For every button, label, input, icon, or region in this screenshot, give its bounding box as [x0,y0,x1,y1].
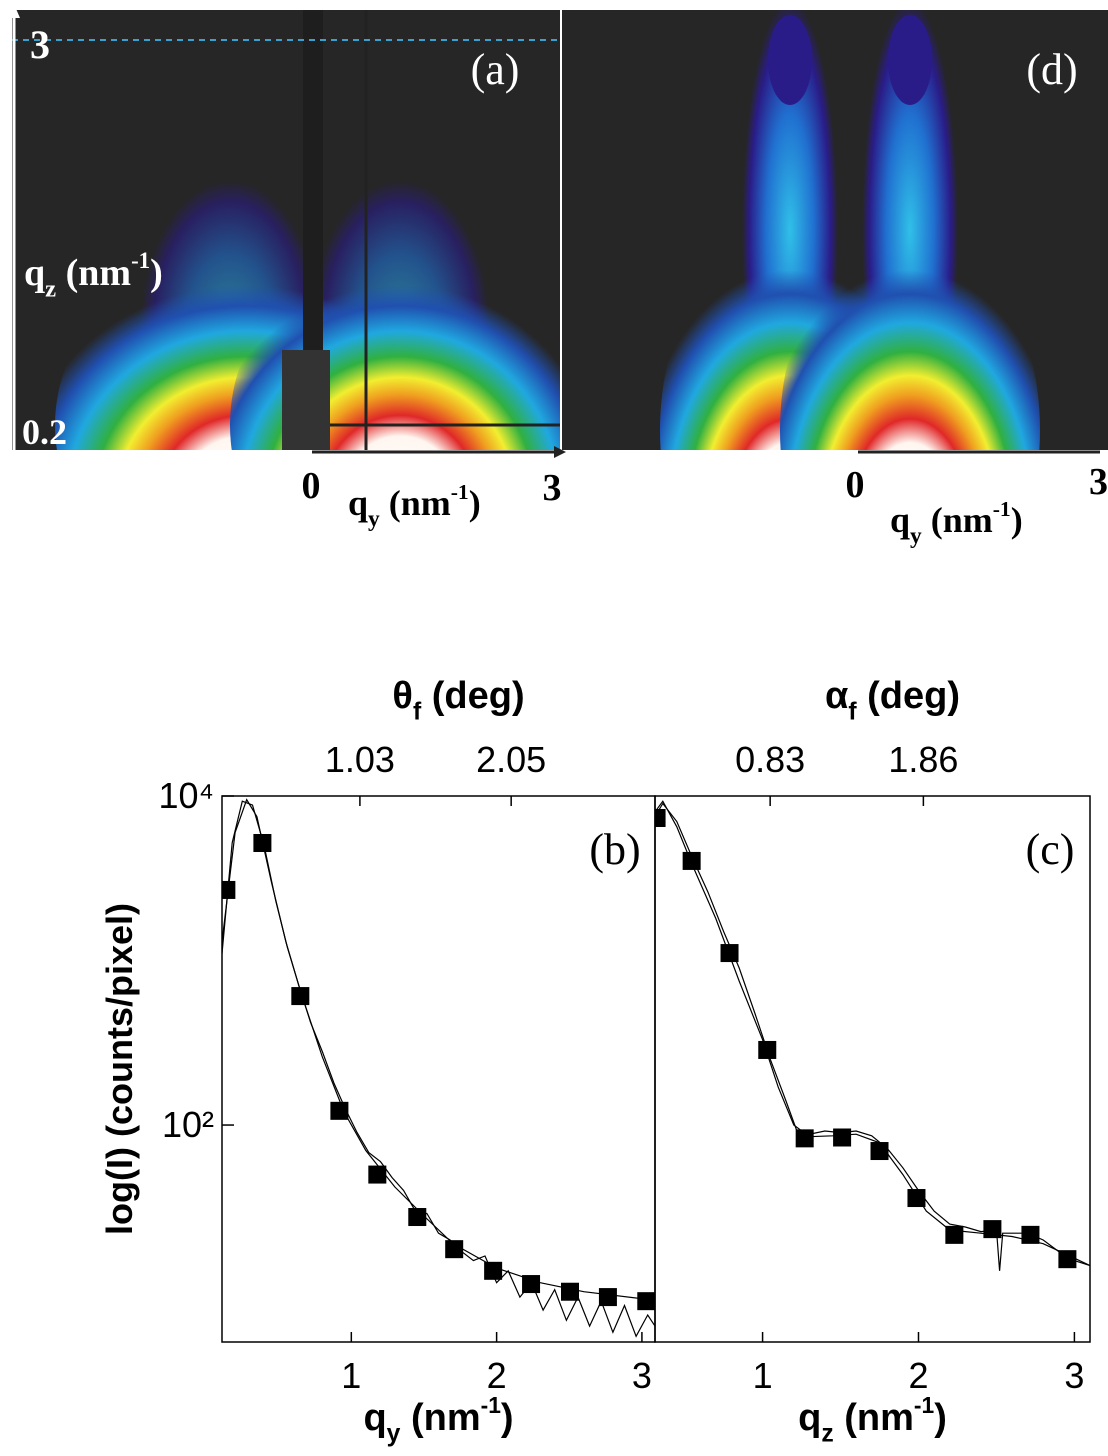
square-marker [983,1220,1002,1239]
square-marker [1058,1250,1077,1269]
plot-area [222,798,655,1338]
x-axis-title-close: ) [934,1397,947,1439]
y-tick-label: 10⁴ [158,775,214,816]
image-d [562,10,1108,450]
square-marker [870,1142,889,1161]
x2-axis-title-base: θ [392,675,413,717]
image-label: (a) [471,45,520,94]
x-axis-label-sup: -1 [993,497,1011,521]
x-start-label: 0 [846,464,865,506]
y-axis-label-sub: z [45,275,56,302]
line [655,800,1090,1267]
square-marker [1021,1225,1040,1244]
plot-frame [654,795,1091,1343]
y-axis-title: log(I) (counts/pixel) [99,903,140,1235]
square-marker [445,1240,464,1259]
plot-area [655,800,1090,1271]
x-axis-title-base: q [363,1397,386,1439]
square-marker [945,1225,964,1244]
panel-label: (b) [589,825,640,874]
square-marker [253,833,272,852]
x2-tick-label: 1.03 [325,739,395,780]
x-axis-label-close: ) [469,483,481,523]
x2-tick-label: 0.83 [735,739,805,780]
x-tick-label: 3 [1064,1355,1084,1396]
x-axis-label-unit: (nm [380,483,451,523]
x-axis-title-unit: (nm [400,1397,480,1439]
x-axis-title-unit: (nm [834,1397,914,1439]
x-axis-label-sub: y [910,523,922,549]
x-axis-title: qz (nm-1) [798,1392,947,1448]
square-marker [522,1275,541,1294]
square-marker [222,880,236,899]
x2-axis-title: θf (deg) [392,675,524,725]
x-axis-title-base: q [798,1397,821,1439]
x-axis-label: qy (nm-1) [890,497,1023,549]
image-a [12,10,560,450]
square-marker [682,851,701,870]
panel-label: (c) [1026,825,1075,874]
y-bottom-label: 0.2 [22,412,67,452]
x-tick-label: 1 [341,1355,361,1396]
plot-frame [221,795,656,1343]
square-marker [720,944,739,963]
x-axis-title: qy (nm-1) [363,1392,513,1448]
y-axis-label-base: q [24,252,45,294]
x-axis-label-base: q [348,483,368,523]
x-axis-label-unit: (nm [922,500,993,540]
x2-axis-title-unit: (deg) [421,675,524,717]
line [222,800,655,1338]
image-a-x-arrow [554,446,566,458]
x2-axis-title-sub: f [413,698,422,725]
square-marker [368,1165,387,1184]
x-axis-label-base: q [890,500,910,540]
square-marker [598,1288,617,1307]
square-marker [795,1129,814,1148]
x-start-label: 0 [302,465,321,507]
x2-axis-title-base: α [825,675,848,717]
image-a-y-arrow [8,4,20,18]
y-axis-label-close: ) [150,252,163,294]
x-tick-label: 1 [753,1355,773,1396]
x-axis-title-sub: z [821,1420,833,1447]
x-tick-label: 2 [908,1355,928,1396]
x2-tick-label: 1.86 [888,739,958,780]
square-marker [484,1261,503,1280]
y-axis-label-unit: (nm [56,252,131,294]
y-axis-label-sup: -1 [131,248,150,273]
x-tick-label: 2 [487,1355,507,1396]
square-marker [907,1189,926,1208]
y-tick-label: 10² [162,1104,214,1145]
square-marker [637,1292,655,1311]
y-top-label: 3 [30,22,50,67]
square-marker [291,987,310,1006]
x-end-label: 3 [543,467,562,509]
x-axis-title-close: ) [501,1397,514,1439]
x-axis-title-sup: -1 [914,1392,935,1418]
square-marker [560,1282,579,1301]
x-axis-label: qy (nm-1) [348,480,481,532]
x2-tick-label: 2.05 [476,739,546,780]
square-marker [408,1208,427,1227]
y-axis-label: qz (nm-1) [24,248,163,303]
x2-axis-title: αf (deg) [825,675,960,725]
x-axis-label-sub: y [368,506,380,532]
x-axis-label-close: ) [1011,500,1023,540]
x2-axis-title-unit: (deg) [857,675,960,717]
square-marker [330,1101,349,1120]
square-marker [833,1128,852,1147]
x-axis-label-sup: -1 [451,480,469,504]
x-axis-title-sup: -1 [481,1392,502,1418]
square-marker [758,1040,777,1059]
square-marker [655,808,666,827]
image-label: (d) [1026,45,1077,94]
x-axis-title-sub: y [387,1420,401,1447]
x-tick-label: 3 [632,1355,652,1396]
x-end-label: 3 [1089,461,1108,503]
x2-axis-title-sub: f [848,698,857,725]
line [222,798,655,1301]
